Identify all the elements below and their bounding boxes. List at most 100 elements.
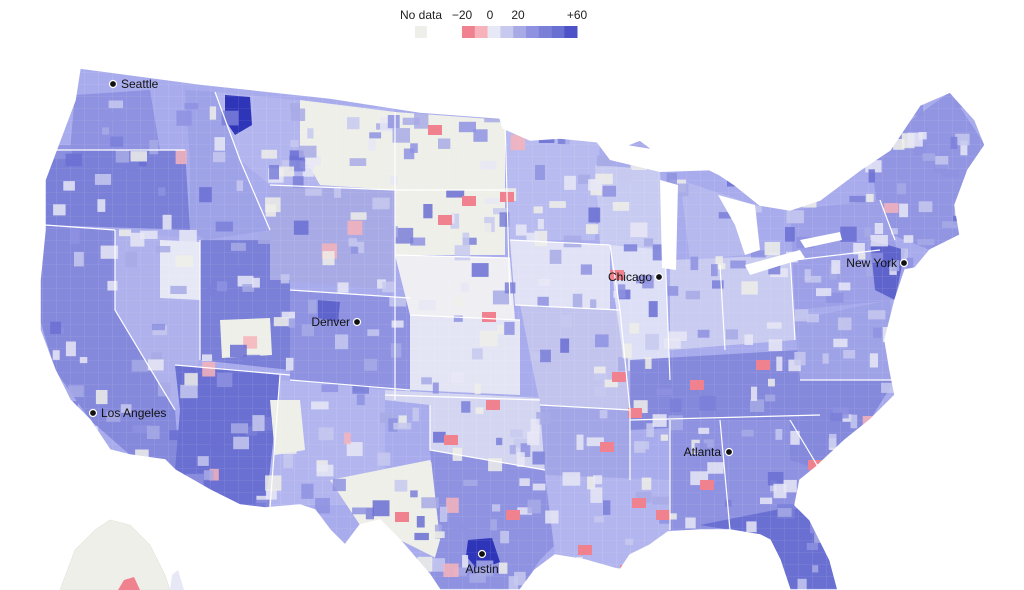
- county-cell: [711, 264, 718, 277]
- county-cell: [230, 344, 247, 358]
- county-cell: [265, 204, 276, 217]
- county-cell: [872, 136, 881, 153]
- county-cell: [530, 418, 540, 434]
- county-cell: [307, 128, 314, 139]
- county-cell: [520, 443, 531, 457]
- county-cell: [421, 497, 439, 509]
- county-cell: [645, 357, 652, 369]
- city-los-angeles[interactable]: Los Angeles: [88, 406, 167, 420]
- city-atlanta[interactable]: Atlanta: [684, 445, 734, 459]
- county-cell: [446, 189, 465, 198]
- county-cell: [943, 425, 956, 439]
- border-ks-ok: [384, 394, 541, 401]
- county-cell: [352, 385, 369, 394]
- county-cell: [777, 508, 792, 517]
- county-cell: [215, 221, 233, 232]
- city-chicago[interactable]: Chicago: [608, 270, 664, 284]
- county-cell: [243, 354, 261, 362]
- county-cell: [911, 477, 919, 491]
- county-cell: [187, 517, 204, 528]
- county-cell: [179, 229, 197, 243]
- border-mo-ar: [539, 404, 631, 411]
- border-sd-ne: [394, 254, 511, 259]
- county-cell: [410, 490, 418, 498]
- border-ky-tn: [629, 414, 821, 421]
- city-austin[interactable]: Austin: [465, 549, 499, 577]
- county-cell: [931, 277, 949, 287]
- county-cell: [203, 470, 214, 480]
- county-cell: [709, 560, 723, 568]
- county-cell: [907, 132, 923, 147]
- county-cell: [612, 117, 630, 130]
- county-cell: [242, 571, 252, 584]
- county-cell: [841, 119, 860, 133]
- county-cell: [545, 510, 559, 524]
- city-seattle[interactable]: Seattle: [108, 77, 159, 91]
- county-cell: [739, 126, 749, 138]
- county-cell: [256, 495, 268, 503]
- county-cell: [443, 563, 459, 577]
- county-cell: [236, 180, 244, 192]
- county-cell: [269, 165, 279, 180]
- county-cell: [248, 534, 265, 541]
- city-new-york[interactable]: New York: [846, 256, 909, 270]
- city-denver[interactable]: Denver: [311, 315, 362, 329]
- county-cell: [418, 299, 436, 311]
- lake-erie: [745, 250, 805, 275]
- county-cell: [519, 478, 530, 486]
- border-mississippi-river: [609, 244, 631, 480]
- county-cell: [216, 372, 233, 388]
- county-cell: [458, 121, 476, 133]
- county-cell: [462, 555, 469, 568]
- county-cell-decline: [690, 380, 704, 390]
- county-cell: [941, 221, 958, 228]
- county-cell: [207, 535, 218, 551]
- county-cell: [223, 568, 231, 584]
- county-cell: [56, 403, 75, 413]
- county-cell: [382, 281, 395, 293]
- county-cell: [685, 290, 701, 300]
- county-cell: [214, 137, 225, 151]
- county-cell: [891, 228, 898, 235]
- county-cell: [469, 574, 486, 583]
- border-ny-pa: [794, 249, 881, 261]
- county-cell: [804, 184, 811, 191]
- city-dot-seattle: [108, 79, 118, 89]
- county-cell-decline: [600, 442, 614, 452]
- county-cell: [175, 255, 194, 267]
- county-cell: [471, 348, 483, 360]
- county-cell: [964, 456, 980, 470]
- county-cell: [511, 528, 528, 539]
- county-cell: [461, 401, 471, 413]
- county-cell: [450, 213, 460, 229]
- county-cell: [389, 297, 407, 307]
- county-cell: [231, 423, 249, 434]
- county-cell: [644, 238, 654, 247]
- county-cell: [610, 102, 625, 115]
- county-cell: [856, 492, 872, 500]
- county-cell: [784, 227, 795, 242]
- county-cell: [484, 198, 500, 205]
- county-cell: [423, 204, 433, 219]
- county-cell: [146, 425, 160, 439]
- county-cell: [751, 150, 762, 163]
- county-cell: [119, 229, 132, 237]
- county-cell: [497, 324, 504, 335]
- county-cell: [776, 356, 783, 371]
- county-cell-decline: [612, 372, 626, 382]
- county-cell: [684, 129, 700, 142]
- county-cell: [874, 223, 884, 235]
- county-cell: [349, 158, 367, 166]
- county-cell: [817, 134, 827, 151]
- county-cell: [390, 343, 402, 358]
- county-cell: [509, 445, 516, 455]
- county-cell: [153, 523, 164, 532]
- border-al-ga: [719, 419, 731, 531]
- county-cell: [288, 312, 296, 328]
- legend-swatch: [538, 26, 552, 38]
- county-cell: [595, 173, 613, 185]
- county-cell: [412, 407, 419, 422]
- county-cell: [324, 535, 334, 551]
- legend-swatch: [564, 26, 578, 38]
- county-cell: [337, 552, 355, 565]
